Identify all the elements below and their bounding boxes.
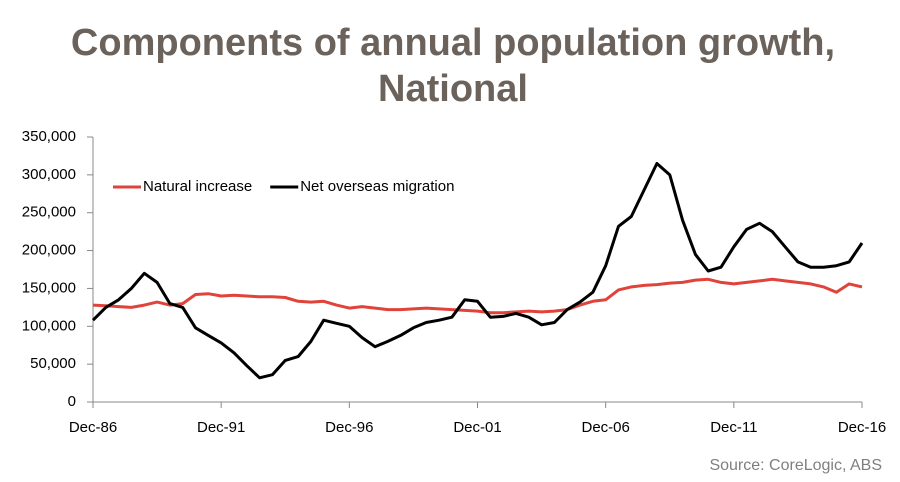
y-tick-label: 100,000 <box>22 317 76 334</box>
y-tick-label: 200,000 <box>22 242 76 259</box>
x-tick-label: Dec-06 <box>581 419 629 436</box>
legend-label: Natural increase <box>143 178 252 195</box>
x-tick-label: Dec-16 <box>838 419 886 436</box>
x-tick-label: Dec-86 <box>69 419 117 436</box>
y-tick-label: 50,000 <box>30 355 76 372</box>
x-tick-label: Dec-91 <box>197 419 245 436</box>
source-note: Source: CoreLogic, ABS <box>709 457 882 474</box>
series-line <box>92 277 863 315</box>
legend-label: Net overseas migration <box>300 178 454 195</box>
y-tick-label: 300,000 <box>22 166 76 183</box>
x-tick-label: Dec-01 <box>453 419 501 436</box>
y-tick-label: 0 <box>68 393 76 410</box>
chart-title: Components of annual population growth, N… <box>71 22 835 110</box>
y-tick-label: 350,000 <box>22 128 76 145</box>
y-tick-label: 250,000 <box>22 204 76 221</box>
series-line <box>91 162 864 380</box>
y-tick-label: 150,000 <box>22 279 76 296</box>
x-tick-label: Dec-96 <box>325 419 373 436</box>
x-tick-label: Dec-11 <box>710 419 757 436</box>
